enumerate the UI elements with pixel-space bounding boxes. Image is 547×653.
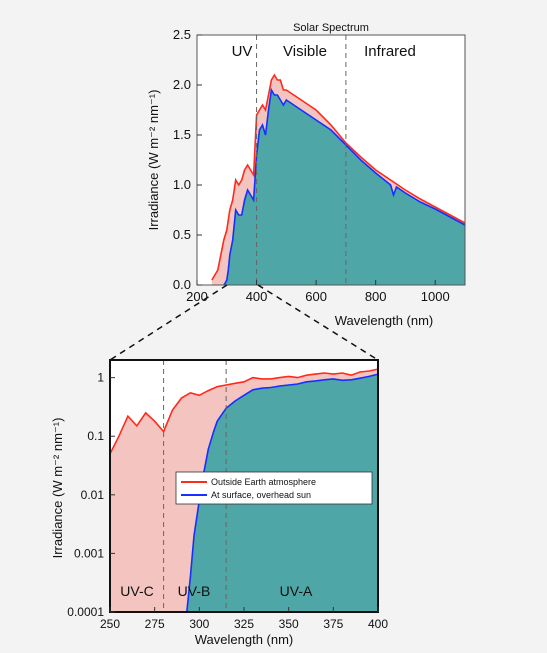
y-tick-label: 0.0: [173, 277, 191, 292]
y-tick-label: 0.0001: [67, 605, 104, 619]
x-tick-label: 1000: [421, 289, 450, 304]
bottom-y-axis-label: Irradiance (W m⁻² nm⁻¹): [50, 418, 65, 559]
top-x-axis-ticks: 200 400 600 800 1000: [186, 280, 450, 304]
y-tick-label: 0.01: [81, 488, 105, 502]
top-x-axis-label: Wavelength (nm): [335, 313, 434, 328]
x-tick-label: 600: [305, 289, 327, 304]
y-tick-label: 2.5: [173, 27, 191, 42]
x-tick-label: 300: [189, 617, 209, 631]
top-plot-frame: [196, 34, 466, 286]
series-line-1: [223, 87, 466, 286]
bottom-y-axis-ticks: 0.0001 0.001 0.01 0.1 1: [67, 371, 115, 619]
x-tick-label: 250: [100, 617, 120, 631]
x-tick-label: 350: [279, 617, 299, 631]
x-tick-label: 275: [145, 617, 165, 631]
y-tick-label: 0.001: [74, 546, 104, 560]
y-tick-label: 1.5: [173, 127, 191, 142]
series-line-0: [109, 368, 379, 455]
region-label-uv-b: UV-B: [178, 583, 211, 599]
x-tick-label: 400: [246, 289, 268, 304]
x-tick-label: 200: [186, 289, 208, 304]
x-tick-label: 375: [323, 617, 343, 631]
region-label-uv-c: UV-C: [120, 583, 153, 599]
y-tick-label: 0.5: [173, 227, 191, 242]
y-tick-label: 2.0: [173, 77, 191, 92]
top-plot-area: [197, 35, 466, 286]
bottom-x-axis-label: Wavelength (nm): [195, 632, 294, 647]
x-tick-label: 325: [234, 617, 254, 631]
x-tick-label: 400: [368, 617, 388, 631]
series-line-0: [211, 73, 466, 281]
top-chart-panel: Solar Spectrum UV Visible Infrared 0.00.…: [146, 22, 466, 328]
zoom-connector-left: [109, 284, 228, 361]
legend: Outside Earth atmosphere At surface, ove…: [175, 471, 373, 505]
top-y-axis-label: Irradiance (W m⁻² nm⁻¹): [146, 90, 161, 231]
top-chart-title: Solar Spectrum: [293, 22, 369, 34]
x-tick-label: 800: [365, 289, 387, 304]
region-label-uv-a: UV-A: [280, 583, 313, 599]
zoom-connector-right: [257, 284, 379, 361]
bottom-x-axis-ticks: 250 275 300 325 350 375 400: [100, 607, 388, 631]
legend-label-surface: At surface, overhead sun: [211, 490, 311, 500]
bottom-chart-panel: UV-C UV-B UV-A 0.0001 0.001 0.01 0.1 1 250 27…: [50, 359, 388, 647]
legend-box: [175, 471, 373, 505]
y-tick-label: 1: [97, 371, 104, 385]
top-y-axis-ticks: 0.0 0.5 1.0 1.5 2.0 2.5: [173, 27, 202, 292]
region-label-visible: Visible: [283, 43, 327, 60]
y-tick-label: 1.0: [173, 177, 191, 192]
region-label-infrared: Infrared: [364, 43, 416, 60]
y-tick-label: 0.1: [87, 429, 104, 443]
series-area-1: [223, 90, 465, 285]
region-label-uv: UV: [232, 43, 253, 60]
legend-label-outside: Outside Earth atmosphere: [211, 477, 316, 487]
